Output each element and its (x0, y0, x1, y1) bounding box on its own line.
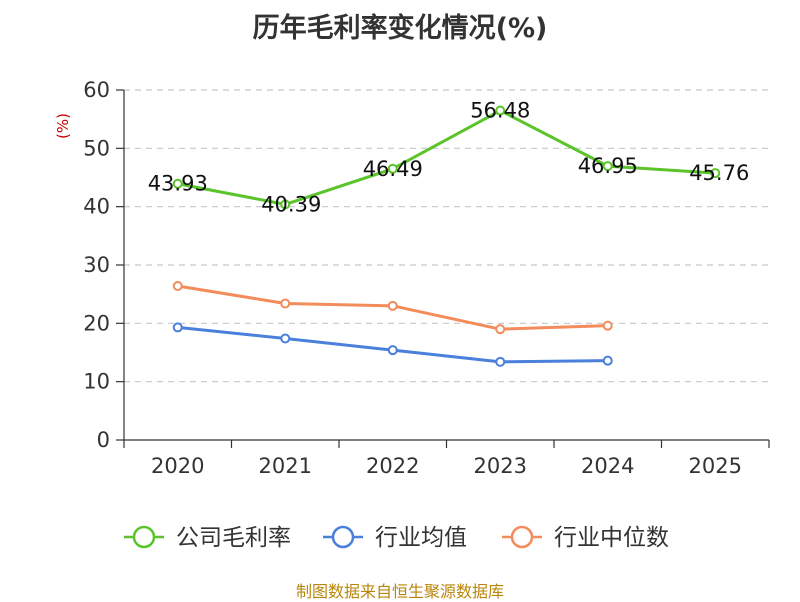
legend-marker-2 (510, 525, 534, 549)
y-tick-label-50: 50 (83, 136, 110, 160)
y-axis-unit-label: (%) (54, 113, 72, 139)
x-tick-label-2025: 2025 (689, 454, 742, 478)
x-tick-label-2023: 2023 (474, 454, 527, 478)
data-point-0-2024 (602, 161, 613, 172)
axes: 0 10 20 30 40 50 60 2020 2021 2022 2023 2024 2025 (83, 78, 770, 478)
data-label-2025: 45.76 (689, 161, 749, 185)
data-point-0-2021 (280, 199, 291, 210)
data-labels: 43.93 40.39 46.49 56.48 46.95 45.76 (148, 99, 750, 217)
x-tick-label-2021: 2021 (259, 454, 312, 478)
data-point-0-2020 (172, 178, 183, 189)
y-tick-label-0: 0 (97, 428, 110, 452)
legend-label-1: 行业均值 (375, 525, 467, 551)
y-tick-label-20: 20 (83, 311, 110, 335)
data-point-0-2023 (495, 105, 506, 116)
legend: 公司毛利率 行业均值 行业中位数 (124, 525, 669, 551)
y-tick-label-30: 30 (83, 253, 110, 277)
legend-label-0: 公司毛利率 (176, 525, 291, 551)
data-point-0-2025 (710, 168, 721, 179)
series-lines (172, 105, 721, 367)
data-point-0-2022 (387, 163, 398, 174)
data-label-2024: 46.95 (578, 154, 638, 178)
legend-marker-1 (331, 525, 355, 549)
x-tick-label-2024: 2024 (581, 454, 634, 478)
data-point-2-2020 (172, 281, 183, 291)
y-tick-label-60: 60 (83, 78, 110, 102)
data-label-2020: 43.93 (148, 172, 208, 196)
data-point-2-2024 (602, 320, 613, 331)
chart-title: 历年毛利率变化情况(%) (252, 13, 548, 44)
data-point-2-2021 (280, 298, 291, 309)
source-note: 制图数据来自恒生聚源数据库 (295, 582, 504, 601)
data-point-1-2020 (172, 322, 183, 333)
data-label-2021: 40.39 (261, 192, 321, 216)
legend-marker-0 (132, 525, 156, 549)
series-line-1 (177, 325, 608, 364)
x-tick-label-2020: 2020 (151, 454, 204, 478)
data-point-1-2022 (387, 345, 398, 356)
data-point-2-2022 (387, 300, 398, 311)
x-tick-label-2022: 2022 (366, 454, 419, 478)
legend-label-2: 行业中位数 (554, 525, 669, 551)
data-point-1-2023 (495, 356, 506, 367)
data-label-2023: 56.48 (470, 99, 530, 123)
y-tick-label-40: 40 (83, 195, 110, 219)
data-point-1-2021 (280, 333, 291, 344)
series-line-0 (177, 109, 716, 206)
y-tick-label-10: 10 (83, 370, 110, 394)
data-label-2022: 46.49 (363, 157, 423, 181)
grid-lines (124, 89, 769, 383)
data-point-2-2023 (495, 324, 506, 335)
data-point-1-2024 (602, 355, 613, 366)
